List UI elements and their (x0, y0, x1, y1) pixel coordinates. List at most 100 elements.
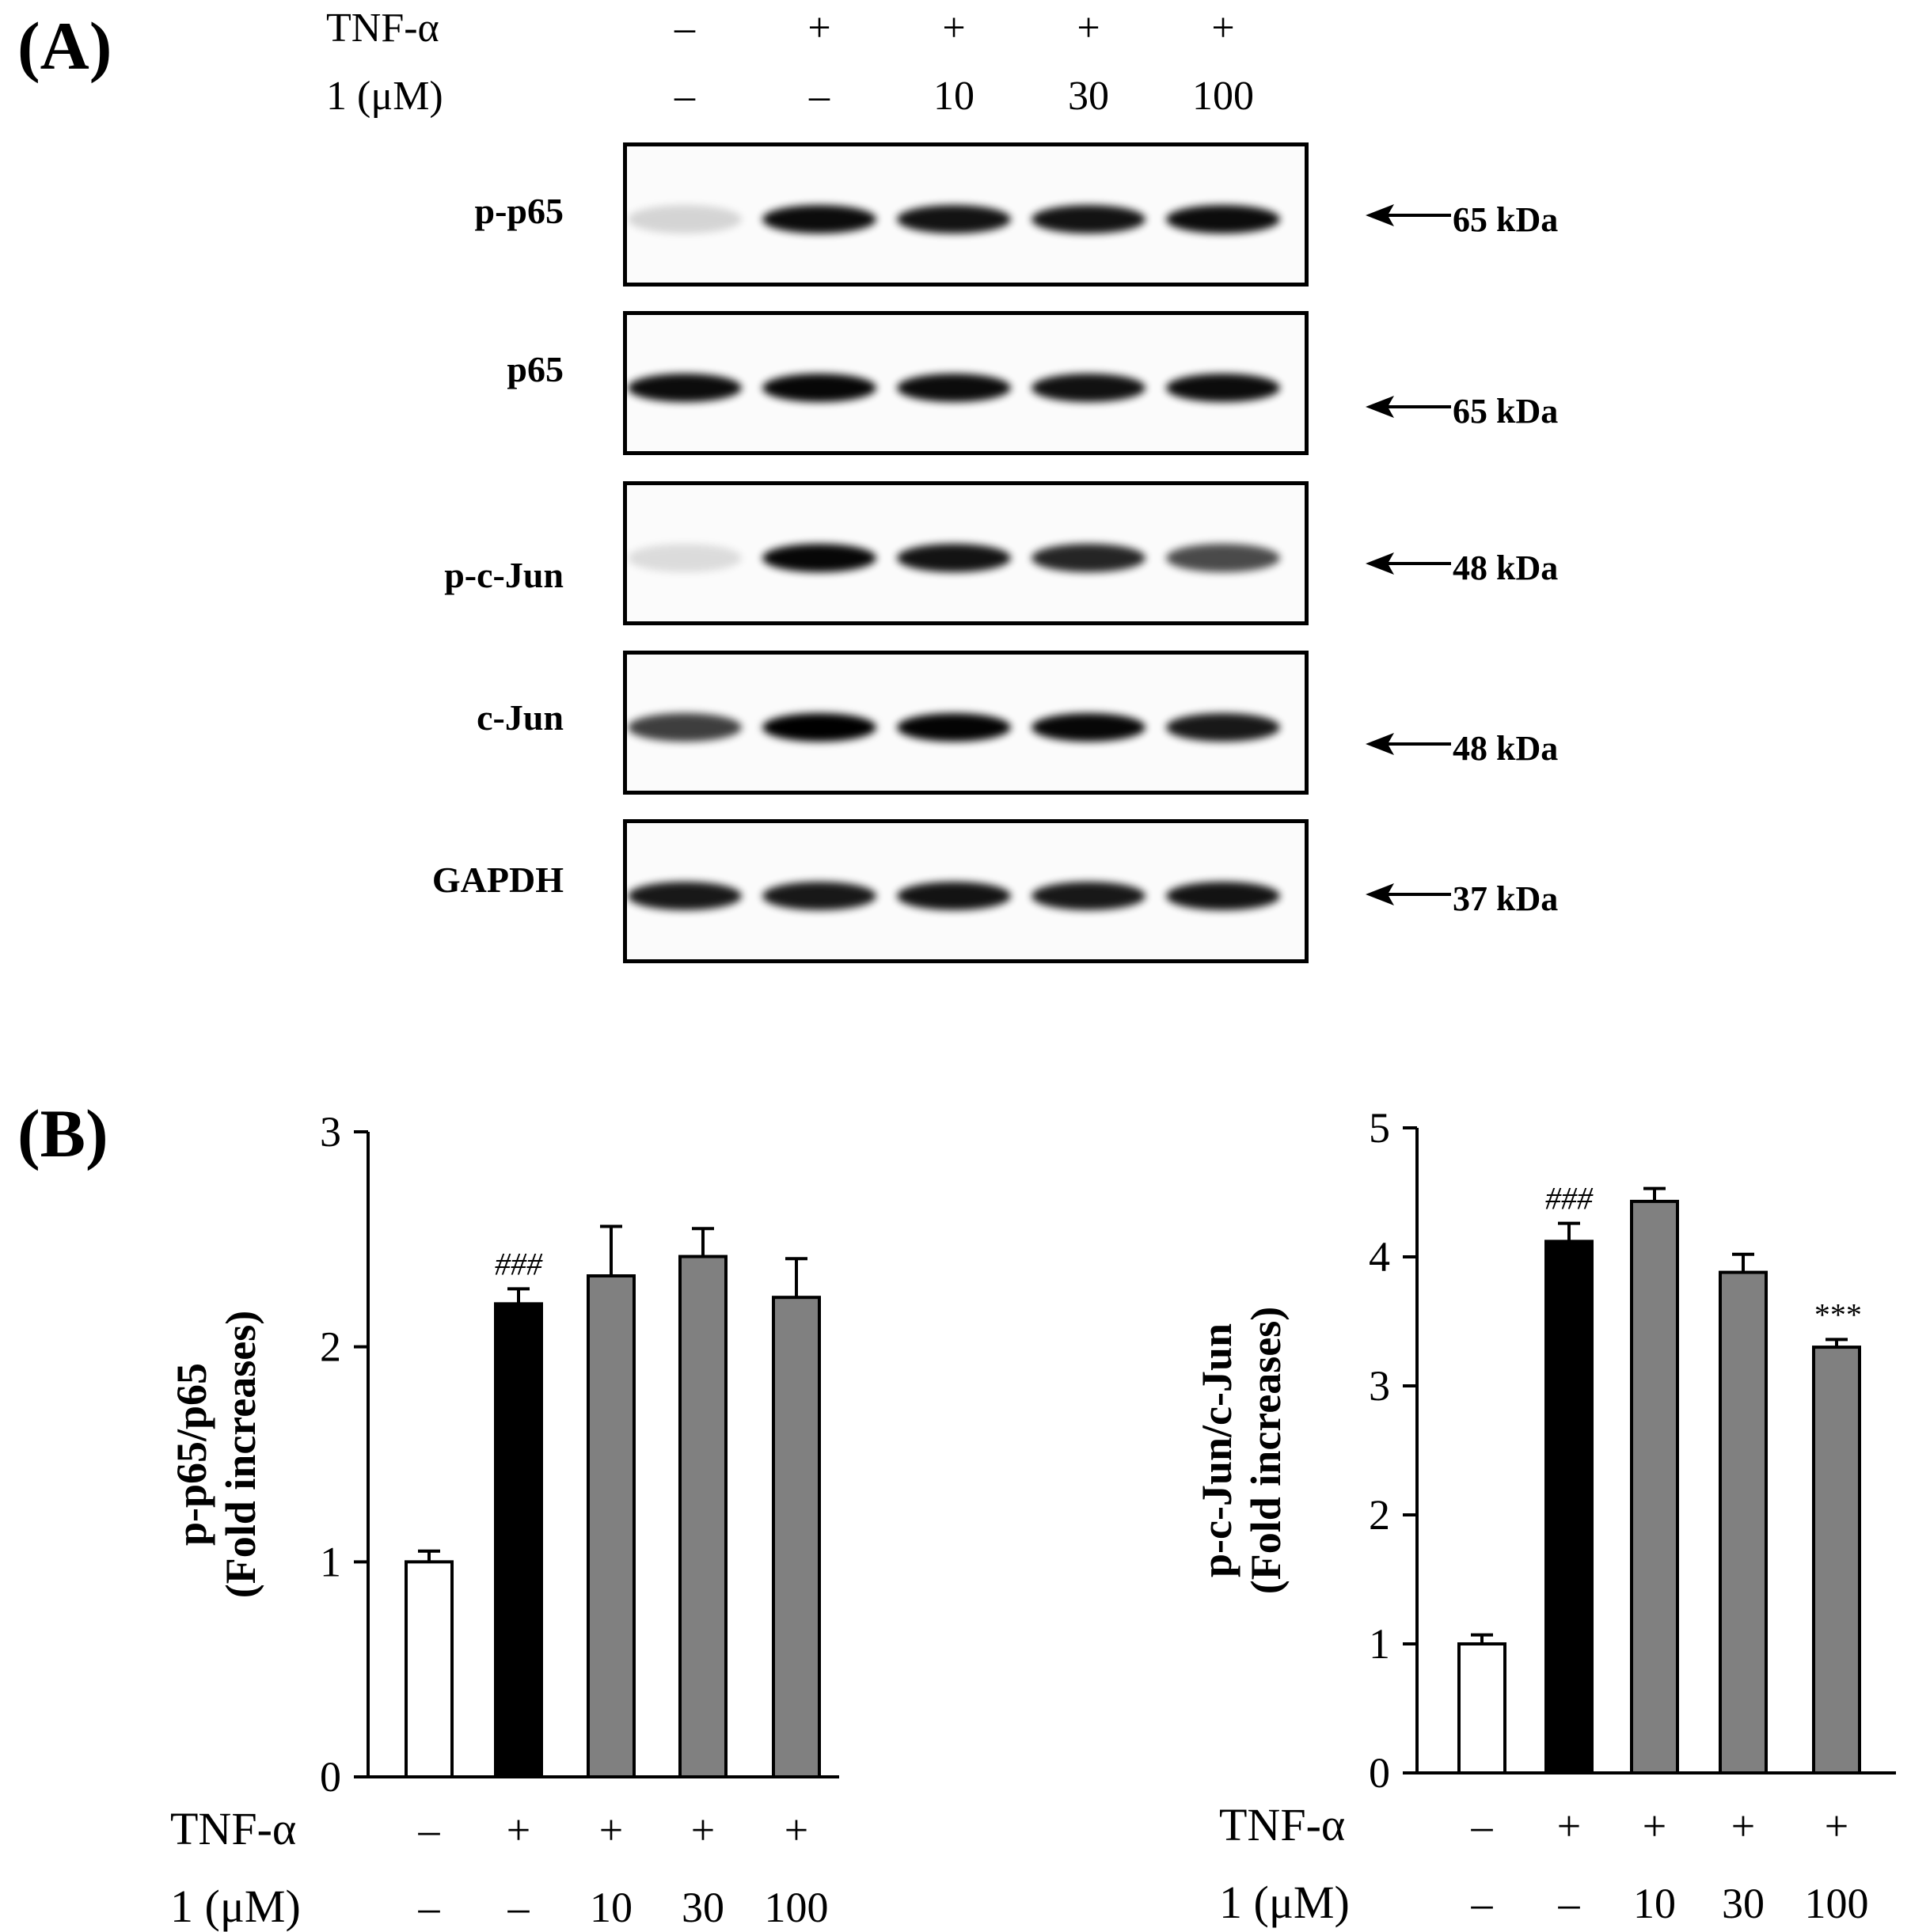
y-tick-label: 1 (320, 1538, 341, 1585)
band-lane-2 (762, 205, 876, 233)
panel-b-label: (B) (17, 1095, 108, 1171)
dose-header-label: 1 (μM) (326, 74, 443, 119)
band-lane-1 (628, 205, 742, 233)
dose-label: 1 (μM) (170, 1881, 301, 1932)
bar (1457, 1642, 1506, 1774)
band-lane-3 (897, 374, 1011, 402)
y-tick-label: 2 (320, 1323, 341, 1371)
band-lane-2 (762, 882, 876, 910)
tnf-label: TNF-α (170, 1803, 296, 1854)
tnf-header-label: TNF-α (326, 6, 439, 51)
dose-condition: – (1558, 1880, 1581, 1927)
arrow-left-icon (1366, 728, 1453, 764)
blot-size-label: 65 kDa (1453, 392, 1559, 431)
dose-condition: 30 (682, 1884, 724, 1931)
tnf-condition: – (418, 1806, 441, 1854)
blot-membrane-p-p65 (623, 142, 1309, 287)
bar (405, 1560, 454, 1778)
blot-size-label: 48 kDa (1453, 729, 1559, 768)
band-lane-5 (1166, 882, 1280, 910)
band-lane-5 (1166, 374, 1280, 402)
blot-label-p-c-jun: p-c-Jun (444, 555, 564, 595)
dose-condition: 30 (1722, 1880, 1765, 1927)
tnf-condition: – (1471, 1802, 1494, 1850)
y-axis-label-line2: (Fold increases) (217, 1311, 264, 1598)
panel-a-tnf-lane-4: + (1077, 6, 1100, 51)
band-lane-4 (1031, 713, 1145, 742)
dose-condition: – (418, 1884, 441, 1931)
band-lane-2 (762, 713, 876, 742)
arrow-left-icon (1366, 879, 1453, 914)
blot-size-label: 48 kDa (1453, 548, 1559, 587)
band-lane-2 (762, 544, 876, 572)
y-axis-label-line2: (Fold increases) (1242, 1307, 1290, 1594)
tnf-condition: + (599, 1806, 623, 1854)
panel-a-tnf-lane-3: + (942, 6, 966, 51)
band-lane-3 (897, 882, 1011, 910)
bar (678, 1254, 728, 1779)
blot-label-p-p65: p-p65 (474, 191, 564, 231)
y-tick-label: 5 (1369, 1104, 1390, 1152)
dose-label: 1 (μM) (1219, 1877, 1350, 1928)
chart-p-c-jun: 0 1 2 3 4 5 p-c-Jun/c-Jun (Fold increases) ### **… (1193, 1104, 1896, 1928)
band-lane-4 (1031, 374, 1145, 402)
y-axis-label-line1: p-c-Jun/c-Jun (1193, 1323, 1240, 1577)
blot-label-gapdh: GAPDH (431, 860, 564, 900)
blot-membrane-p-c-jun (623, 481, 1309, 625)
dose-condition: 10 (1633, 1880, 1676, 1927)
tnf-condition: + (1825, 1802, 1848, 1850)
y-tick-label: 0 (1369, 1749, 1390, 1797)
arrow-left-icon (1366, 391, 1453, 427)
panel-a-tnf-lane-2: + (807, 6, 831, 51)
y-tick-label: 1 (1369, 1620, 1390, 1668)
arrow-left-icon (1366, 199, 1453, 235)
panel-a-label: (A) (17, 8, 112, 84)
bar (772, 1296, 821, 1778)
band-lane-4 (1031, 882, 1145, 910)
panel-a-dose-lane-3: 10 (933, 74, 974, 119)
arrow-left-icon (1366, 548, 1453, 583)
blot-label-p65: p65 (507, 349, 564, 389)
blot-membrane-gapdh (623, 819, 1309, 963)
blot-size-label: 37 kDa (1453, 879, 1559, 918)
y-tick-label: 0 (320, 1753, 341, 1801)
significance-marker: ### (495, 1246, 543, 1281)
blot-membrane-p65 (623, 311, 1309, 455)
chart-p-p65: 0 1 2 3 p-p65/p65 (Fold increases) ### TNF-α 1 (… (168, 1108, 839, 1932)
y-tick-label: 3 (1369, 1362, 1390, 1410)
y-axis-label-line1: p-p65/p65 (168, 1363, 215, 1546)
bar (494, 1302, 543, 1779)
panel-a-tnf-lane-5: + (1211, 6, 1235, 51)
band-lane-3 (897, 713, 1011, 742)
panel-a-dose-lane-1: – (674, 74, 695, 119)
band-lane-1 (628, 882, 742, 910)
bar (587, 1274, 636, 1778)
dose-condition: – (507, 1884, 530, 1931)
tnf-condition: + (1731, 1802, 1755, 1850)
tnf-condition: + (691, 1806, 715, 1854)
band-lane-3 (897, 544, 1011, 572)
band-lane-4 (1031, 205, 1145, 233)
bar (1812, 1346, 1861, 1775)
bar (1719, 1270, 1768, 1774)
significance-marker: *** (1813, 1296, 1860, 1332)
band-lane-1 (628, 713, 742, 742)
significance-marker: ### (1545, 1181, 1594, 1217)
tnf-label: TNF-α (1219, 1799, 1345, 1850)
band-lane-1 (628, 374, 742, 402)
bar (1630, 1199, 1679, 1775)
panel-a-dose-lane-4: 30 (1068, 74, 1109, 119)
bar (1544, 1239, 1594, 1774)
blot-size-label: 65 kDa (1453, 200, 1559, 239)
y-tick-label: 3 (320, 1108, 341, 1156)
blot-membrane-c-jun (623, 651, 1309, 795)
tnf-condition: + (507, 1806, 530, 1854)
tnf-condition: + (1557, 1802, 1581, 1850)
dose-condition: 100 (1805, 1880, 1869, 1927)
band-lane-2 (762, 374, 876, 402)
panel-a-dose-lane-5: 100 (1192, 74, 1254, 119)
panel-a-tnf-lane-1: – (674, 6, 695, 51)
band-lane-3 (897, 205, 1011, 233)
dose-condition: 10 (590, 1884, 633, 1931)
band-lane-5 (1166, 205, 1280, 233)
